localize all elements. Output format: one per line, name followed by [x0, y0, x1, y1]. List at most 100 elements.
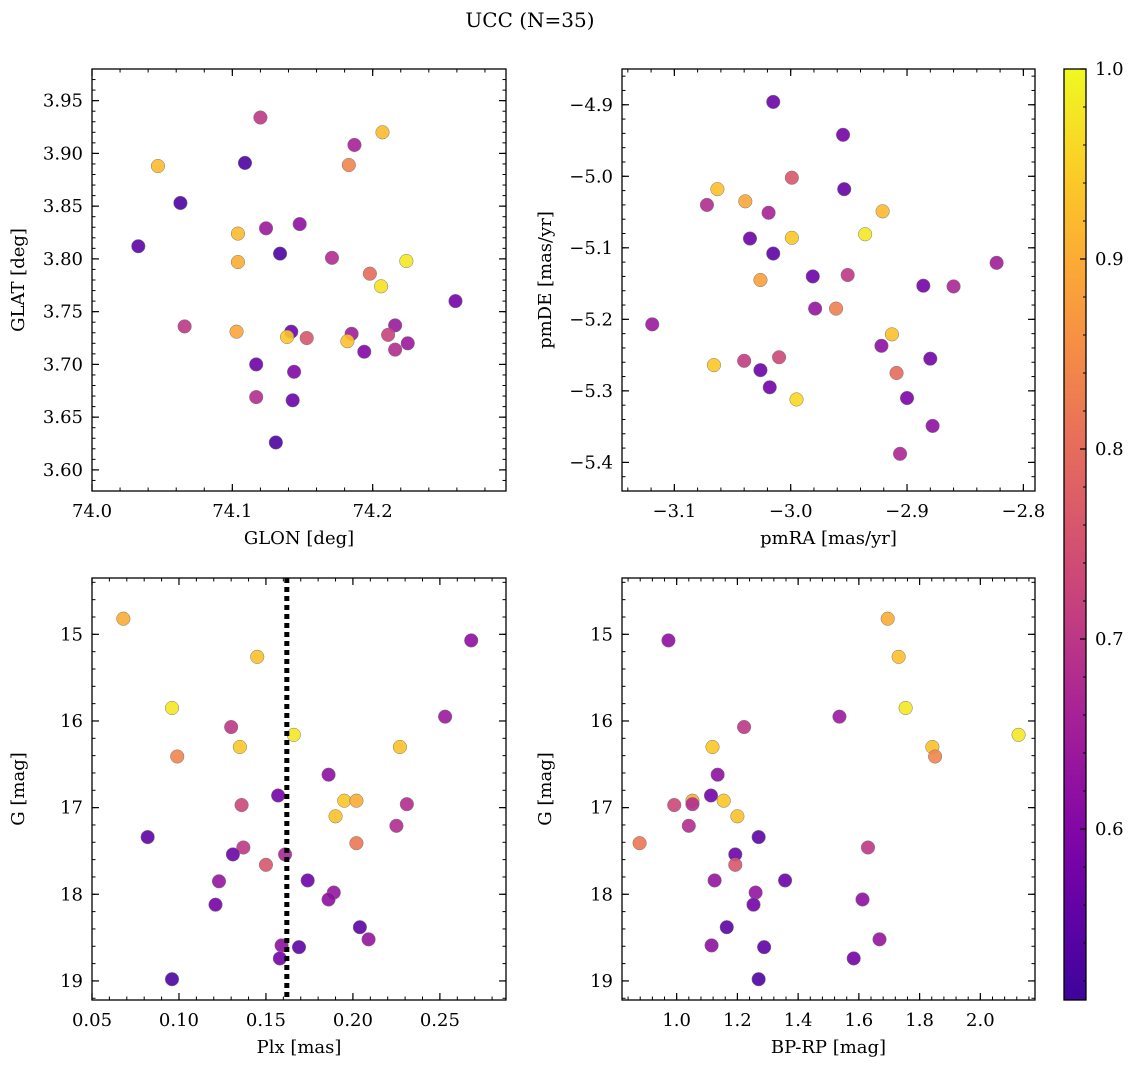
y-tick-label: −5.4 — [569, 452, 613, 473]
colorbar-tick-label: 0.7 — [1095, 629, 1124, 650]
scatter-point — [710, 182, 725, 197]
scatter-point — [164, 972, 180, 987]
scatter-point — [737, 353, 752, 368]
scatter-point — [258, 857, 273, 872]
axes-frame — [91, 577, 507, 1001]
scatter-point — [349, 836, 364, 851]
scatter-point — [321, 767, 336, 782]
scatter-point — [375, 125, 390, 140]
scatter-point — [381, 327, 396, 342]
scatter-point — [762, 380, 777, 395]
scatter-point — [321, 892, 336, 907]
scatter-point — [362, 266, 377, 281]
x-axis-label: Plx [mas] — [257, 1037, 342, 1058]
scatter-point — [706, 358, 721, 373]
scatter-point — [388, 318, 403, 333]
scatter-point — [860, 840, 876, 855]
colorbar-tick-label: 1.0 — [1095, 59, 1124, 80]
scatter-point — [925, 418, 940, 433]
scatter-point — [705, 739, 720, 755]
scatter-point — [273, 246, 288, 261]
scatter-point — [324, 250, 340, 265]
scatter-point — [131, 239, 146, 254]
scatter-point — [287, 364, 302, 379]
x-tick-label: −2.9 — [885, 501, 929, 522]
x-tick-label: 1.6 — [845, 1010, 874, 1031]
scatter-point — [399, 797, 414, 812]
panel-pmra-pmde: −3.1 −3.0 −2.9 −2.8 −5.4 −5.3 −5.2 −5.1 −5.0 −4.9… — [535, 68, 1045, 549]
scatter-point — [291, 940, 307, 955]
scatter-point — [923, 351, 938, 366]
axes-frame — [91, 68, 507, 492]
scatter-point — [846, 951, 861, 966]
x-tick-label: 0.10 — [159, 1010, 199, 1031]
scatter-point — [237, 155, 253, 170]
scatter-point — [645, 317, 660, 332]
scatter-point — [224, 719, 239, 735]
scatter-point — [737, 719, 752, 735]
panel-glon-glat: 74.0 74.1 74.2 3.60 3.65 3.70 3.75 3.80 3.85 3.90… — [8, 68, 507, 549]
scatter-point — [746, 897, 761, 912]
scatter-point — [874, 338, 889, 353]
scatter-point — [889, 365, 904, 381]
y-tick-label: 3.95 — [43, 91, 83, 112]
scatter-point — [448, 294, 463, 309]
scatter-point — [742, 231, 758, 246]
scatter-point — [177, 319, 192, 334]
scatter-points — [131, 110, 463, 450]
scatter-point — [170, 749, 185, 764]
scatter-point — [761, 205, 776, 220]
scatter-point — [829, 301, 844, 316]
x-tick-label: 74.2 — [353, 501, 393, 522]
colorbar-tick-label: 0.8 — [1095, 439, 1124, 460]
scatter-point — [249, 357, 264, 372]
scatter-point — [328, 809, 343, 824]
scatter-point — [704, 938, 719, 953]
scatter-point — [250, 649, 265, 664]
scatter-point — [173, 195, 188, 211]
x-tick-label: 74.0 — [72, 501, 112, 522]
x-tick-label: −3.0 — [769, 501, 813, 522]
scatter-point — [728, 857, 743, 872]
scatter-point — [357, 344, 372, 359]
scatter-point — [438, 709, 453, 724]
scatter-point — [753, 363, 768, 378]
colorbar: 0.6 0.7 0.8 0.9 1.0 — [1063, 59, 1124, 1001]
scatter-point — [898, 700, 913, 716]
x-tick-label: 1.4 — [784, 1010, 813, 1031]
y-tick-label: 16 — [590, 711, 613, 732]
scatter-point — [805, 269, 820, 284]
scatter-point — [772, 350, 787, 365]
scatter-point — [875, 204, 890, 219]
scatter-point — [389, 818, 404, 833]
scatter-point — [140, 830, 155, 845]
scatter-point — [230, 255, 246, 270]
x-tick-label: 2.0 — [966, 1010, 995, 1031]
scatter-point — [891, 649, 906, 664]
scatter-point — [211, 874, 227, 889]
scatter-point — [349, 793, 364, 808]
scatter-point — [707, 873, 722, 888]
scatter-point — [748, 885, 763, 900]
scatter-point — [766, 246, 781, 261]
scatter-point — [784, 170, 799, 185]
scatter-point — [661, 633, 676, 648]
y-tick-label: 17 — [60, 798, 83, 819]
axes-frame — [621, 68, 1036, 492]
scatter-point — [464, 633, 479, 648]
scatter-points — [645, 94, 1004, 461]
scatter-points — [632, 611, 1026, 987]
scatter-point — [249, 390, 264, 405]
scatter-point — [229, 324, 244, 339]
x-tick-label: 1.2 — [723, 1010, 752, 1031]
scatter-point — [208, 897, 223, 912]
colorbar-tick-label: 0.9 — [1095, 249, 1124, 270]
y-tick-label: 18 — [590, 884, 613, 905]
figure-title: UCC (N=35) — [465, 8, 594, 32]
y-tick-label: 15 — [590, 624, 613, 645]
scatter-point — [946, 279, 961, 294]
x-tick-label: 1.8 — [905, 1010, 934, 1031]
scatter-point — [989, 255, 1004, 270]
scatter-point — [928, 749, 943, 764]
y-tick-label: −5.2 — [569, 309, 613, 330]
